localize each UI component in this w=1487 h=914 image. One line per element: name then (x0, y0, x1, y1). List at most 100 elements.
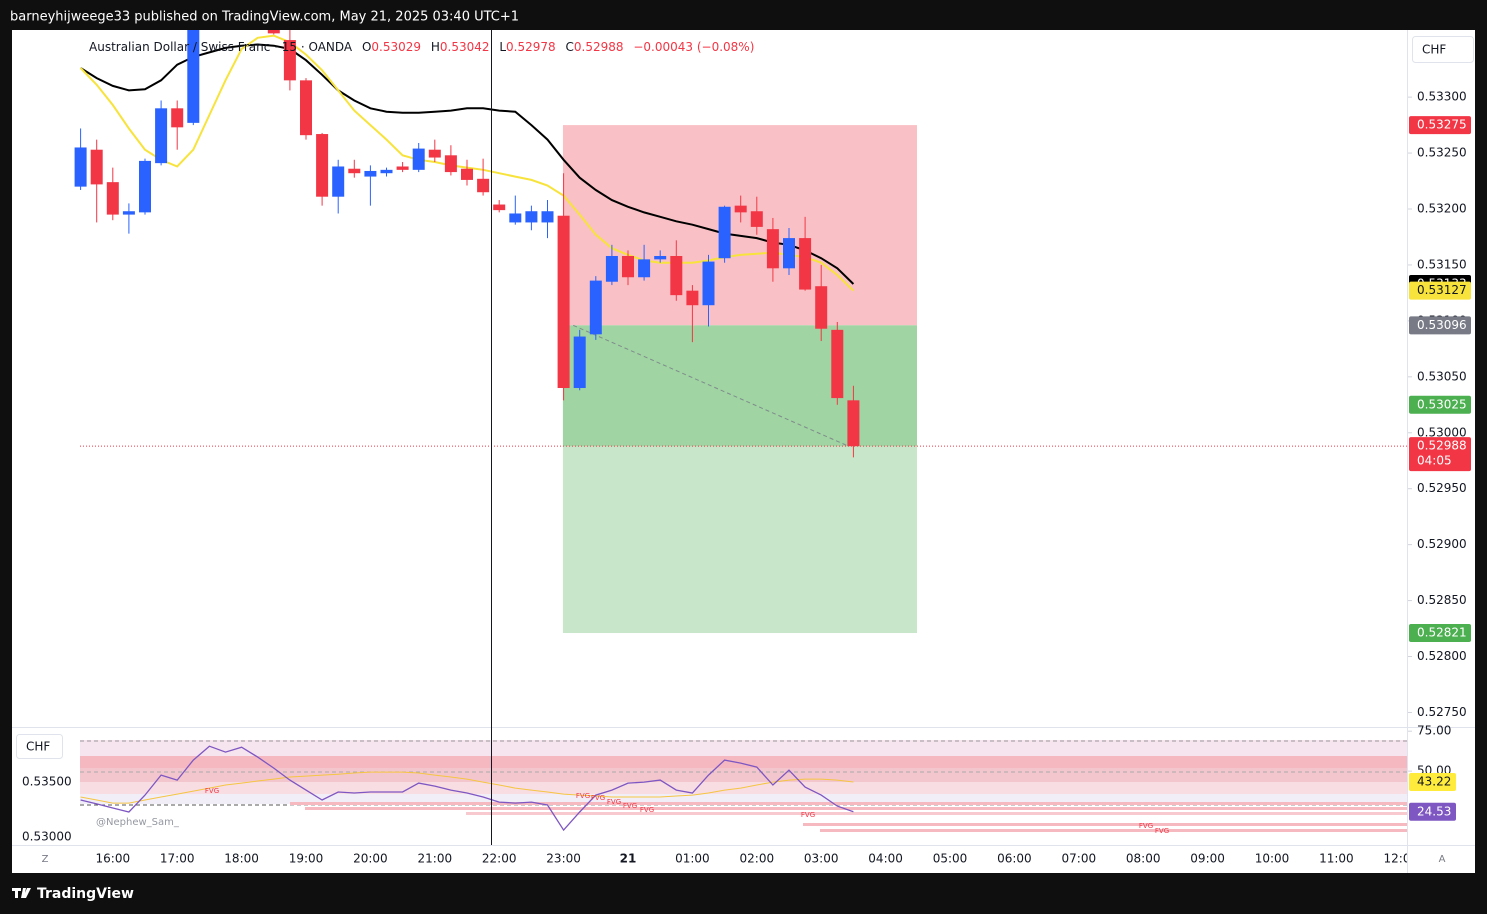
candle-body (187, 30, 200, 123)
x-tick-label: 20:00 (353, 852, 388, 866)
currency[interactable]: CHF (26, 740, 50, 754)
indicator-bands (80, 740, 1407, 832)
ohlc-value: 0.53042 (440, 40, 490, 54)
profit-zone (562, 325, 917, 447)
price-badge (1409, 116, 1471, 135)
x-tick-label: 07:00 (1062, 852, 1097, 866)
fvg-label: FVG (576, 792, 590, 800)
ohlc-letter: H (431, 40, 440, 54)
candle-body (799, 238, 812, 290)
x-tick-label: 18:00 (224, 852, 259, 866)
x-tick-label: 11:00 (1319, 852, 1354, 866)
x-tick-label: 10:00 (1255, 852, 1290, 866)
price-badge (1409, 624, 1471, 643)
candle-body (573, 336, 586, 389)
candle-body (332, 166, 345, 197)
currency-button[interactable] (1412, 36, 1474, 63)
y-tick-label: 0.53300 (1417, 90, 1467, 104)
candle-body (541, 211, 554, 223)
x-tick-label: 03:00 (804, 852, 839, 866)
y-tick-label: 0.53250 (1417, 146, 1467, 160)
y-tick-label: 75.00 (1417, 724, 1451, 738)
x-tick-label: 12:00 (1384, 852, 1419, 866)
indicator-badge (1409, 772, 1456, 791)
symbol: Australian Dollar / Swiss Franc · 15 · O… (89, 40, 353, 54)
price-badge (1409, 395, 1471, 414)
x-tick-label: 21 (620, 852, 637, 866)
z-icon[interactable]: Z (42, 854, 49, 865)
x-tick-label: 23:00 (546, 852, 581, 866)
candle-body (155, 108, 168, 164)
price-badge-label: 0.53096 (1417, 318, 1467, 332)
fvg-label: FVG (640, 806, 654, 814)
x-tick-label: 08:00 (1126, 852, 1161, 866)
x-tick-label: 01:00 (675, 852, 710, 866)
candle-body (139, 160, 151, 213)
candle-body (509, 213, 522, 223)
trade-path (573, 324, 849, 447)
brand-logo (12, 888, 31, 898)
candle-body (90, 149, 103, 185)
candle-body (525, 211, 538, 223)
x-tick-label: 16:00 (96, 852, 131, 866)
fvg-label: FVG (1139, 822, 1153, 830)
x-tick-label: 21:00 (418, 852, 453, 866)
x-tick-label: 17:00 (160, 852, 195, 866)
auto-icon[interactable]: A (1439, 854, 1446, 865)
fvg-label: FVG (205, 787, 219, 795)
candle-body (831, 329, 844, 399)
x-tick-label: 09:00 (1190, 852, 1225, 866)
x-tick-label: 02:00 (740, 852, 775, 866)
y-tick-label: 0.52750 (1417, 705, 1467, 719)
candle-body (847, 400, 860, 447)
y-tick-label: 0.53150 (1417, 257, 1467, 271)
candle-body (750, 211, 763, 227)
candle-body (622, 255, 634, 278)
y-tick-label: 0.53050 (1417, 369, 1467, 383)
candle-body (380, 169, 393, 174)
ohlc-letter: O (362, 40, 371, 54)
y-tick-label: 0.52950 (1417, 481, 1467, 495)
axes: 0.533000.532500.532000.531500.531000.530… (22, 90, 1471, 866)
candle-body (444, 155, 457, 173)
ohlc-letter: L (499, 40, 506, 54)
candle-body (428, 149, 441, 158)
price-badge (1409, 316, 1471, 335)
candle-body (412, 148, 425, 170)
candle-body (638, 259, 651, 278)
candle-body (654, 255, 667, 260)
candle-body (718, 206, 731, 259)
header: barneyhijweege33 published on TradingVie… (10, 10, 519, 25)
candle-body (364, 170, 377, 177)
stop-zone (562, 125, 917, 326)
currency[interactable]: CHF (1422, 43, 1446, 57)
fvg-label: FVG (1155, 827, 1169, 835)
fvg-label: FVG (801, 811, 815, 819)
candle-body (670, 255, 683, 296)
y-tick-label: 0.53200 (1417, 202, 1467, 216)
candle-body (171, 108, 184, 128)
ohlc-value: 0.52988 (574, 40, 624, 54)
fvg-label: FVG (591, 794, 605, 802)
candle-body (557, 215, 570, 389)
candle-body (122, 211, 135, 215)
candle-body (396, 166, 409, 170)
time-axis: 16:00 17:00 18:00 19:00 20:00 21:00 22:00 23:00… (96, 852, 1419, 866)
price-badge-label: 0.53025 (1417, 397, 1467, 411)
x-tick-label: 22:00 (482, 852, 517, 866)
indicator-line (80, 771, 854, 804)
price-badge (1409, 281, 1471, 300)
candle-body (461, 168, 473, 180)
candle-body (734, 205, 747, 213)
brand: TradingView (37, 886, 134, 902)
ohlc-value: 0.53029 (371, 40, 421, 54)
price-badge-label: 0.52821 (1417, 626, 1467, 640)
indicator-badge (1409, 802, 1456, 821)
indicator-badge-label: 24.53 (1417, 804, 1451, 818)
currency-button[interactable] (16, 734, 63, 759)
change: −0.00043 (−0.08%) (633, 40, 754, 54)
z-button[interactable] (36, 850, 54, 868)
countdown: 04:05 (1417, 454, 1452, 468)
